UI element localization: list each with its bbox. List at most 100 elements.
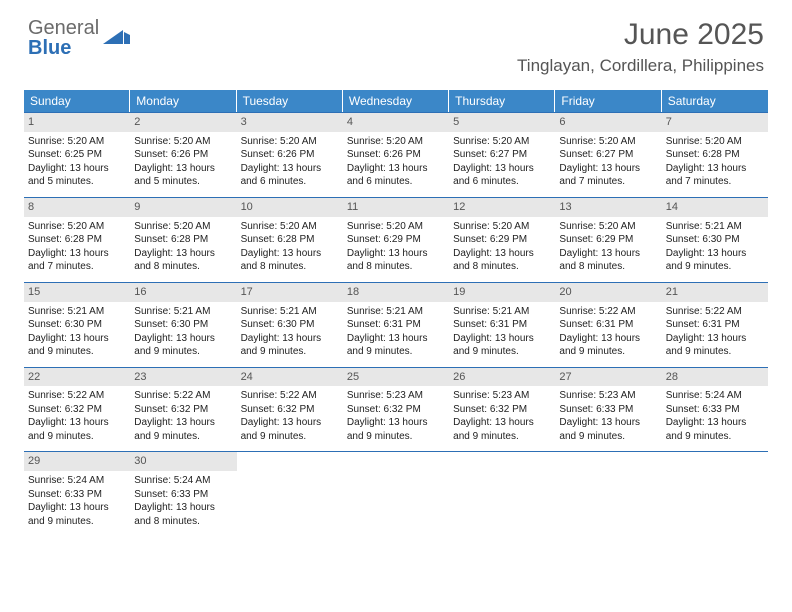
- day-cell: 21Sunrise: 5:22 AMSunset: 6:31 PMDayligh…: [662, 283, 768, 367]
- sunset-line: Sunset: 6:31 PM: [453, 318, 551, 332]
- sunset-line: Sunset: 6:28 PM: [666, 148, 764, 162]
- day-cell: 15Sunrise: 5:21 AMSunset: 6:30 PMDayligh…: [24, 283, 130, 367]
- day-number: 9: [130, 198, 236, 217]
- sunset-line: Sunset: 6:30 PM: [134, 318, 232, 332]
- daylight-line: Daylight: 13 hours and 7 minutes.: [559, 162, 657, 189]
- weekday-header: Saturday: [662, 90, 768, 112]
- sunset-line: Sunset: 6:26 PM: [241, 148, 339, 162]
- day-number: 1: [24, 113, 130, 132]
- daylight-line: Daylight: 13 hours and 9 minutes.: [666, 416, 764, 443]
- sunset-line: Sunset: 6:32 PM: [453, 403, 551, 417]
- sunrise-line: Sunrise: 5:20 AM: [559, 220, 657, 234]
- day-cell: 27Sunrise: 5:23 AMSunset: 6:33 PMDayligh…: [555, 368, 661, 452]
- day-cell: 12Sunrise: 5:20 AMSunset: 6:29 PMDayligh…: [449, 198, 555, 282]
- day-number: 4: [343, 113, 449, 132]
- week-row: 15Sunrise: 5:21 AMSunset: 6:30 PMDayligh…: [24, 282, 768, 367]
- day-cell: 2Sunrise: 5:20 AMSunset: 6:26 PMDaylight…: [130, 113, 236, 197]
- sunset-line: Sunset: 6:29 PM: [453, 233, 551, 247]
- sunrise-line: Sunrise: 5:22 AM: [559, 305, 657, 319]
- daylight-line: Daylight: 13 hours and 6 minutes.: [241, 162, 339, 189]
- sunrise-line: Sunrise: 5:20 AM: [28, 135, 126, 149]
- daylight-line: Daylight: 13 hours and 9 minutes.: [347, 332, 445, 359]
- day-number: 26: [449, 368, 555, 387]
- day-cell: 6Sunrise: 5:20 AMSunset: 6:27 PMDaylight…: [555, 113, 661, 197]
- day-cell: 13Sunrise: 5:20 AMSunset: 6:29 PMDayligh…: [555, 198, 661, 282]
- sunset-line: Sunset: 6:31 PM: [666, 318, 764, 332]
- sunset-line: Sunset: 6:30 PM: [241, 318, 339, 332]
- day-number: 17: [237, 283, 343, 302]
- day-number: 7: [662, 113, 768, 132]
- sunset-line: Sunset: 6:32 PM: [347, 403, 445, 417]
- day-number: 12: [449, 198, 555, 217]
- sunset-line: Sunset: 6:28 PM: [28, 233, 126, 247]
- day-number: 25: [343, 368, 449, 387]
- daylight-line: Daylight: 13 hours and 9 minutes.: [347, 416, 445, 443]
- daylight-line: Daylight: 13 hours and 9 minutes.: [453, 332, 551, 359]
- day-cell: 26 Sunrise: 5:23 AMSunset: 6:32 PMDayligh…: [449, 368, 555, 452]
- sunrise-line: Sunrise: 5:22 AM: [666, 305, 764, 319]
- daylight-line: Daylight: 13 hours and 5 minutes.: [28, 162, 126, 189]
- day-number: 23: [130, 368, 236, 387]
- logo: General Blue: [28, 18, 131, 58]
- daylight-line: Daylight: 13 hours and 9 minutes.: [666, 332, 764, 359]
- day-number: 5: [449, 113, 555, 132]
- sunrise-line: Sunrise: 5:20 AM: [134, 220, 232, 234]
- header: General Blue June 2025 Tinglayan, Cordil…: [0, 0, 792, 82]
- sunset-line: Sunset: 6:26 PM: [347, 148, 445, 162]
- weekday-header: Monday: [130, 90, 236, 112]
- daylight-line: Daylight: 13 hours and 5 minutes.: [134, 162, 232, 189]
- sunset-line: Sunset: 6:33 PM: [666, 403, 764, 417]
- day-number: 18: [343, 283, 449, 302]
- day-cell: 17Sunrise: 5:21 AMSunset: 6:30 PMDayligh…: [237, 283, 343, 367]
- sunrise-line: Sunrise: 5:22 AM: [28, 389, 126, 403]
- sunset-line: Sunset: 6:33 PM: [28, 488, 126, 502]
- day-cell: 5Sunrise: 5:20 AMSunset: 6:27 PMDaylight…: [449, 113, 555, 197]
- sunrise-line: Sunrise: 5:21 AM: [28, 305, 126, 319]
- sunrise-line: Sunrise: 5:21 AM: [134, 305, 232, 319]
- day-number: 10: [237, 198, 343, 217]
- sunset-line: Sunset: 6:28 PM: [241, 233, 339, 247]
- day-number: 13: [555, 198, 661, 217]
- daylight-line: Daylight: 13 hours and 9 minutes.: [241, 332, 339, 359]
- week-row: 29Sunrise: 5:24 AMSunset: 6:33 PMDayligh…: [24, 451, 768, 536]
- day-number: 8: [24, 198, 130, 217]
- sunrise-line: Sunrise: 5:24 AM: [28, 474, 126, 488]
- daylight-line: Daylight: 13 hours and 9 minutes.: [28, 501, 126, 528]
- daylight-line: Daylight: 13 hours and 9 minutes.: [453, 416, 551, 443]
- day-number: 11: [343, 198, 449, 217]
- sunset-line: Sunset: 6:26 PM: [134, 148, 232, 162]
- logo-mark-icon: [103, 26, 131, 51]
- sunrise-line: Sunrise: 5:23 AM: [453, 389, 551, 403]
- daylight-line: Daylight: 13 hours and 6 minutes.: [453, 162, 551, 189]
- sunrise-line: Sunrise: 5:23 AM: [347, 389, 445, 403]
- daylight-line: Daylight: 13 hours and 9 minutes.: [559, 332, 657, 359]
- day-number: 27: [555, 368, 661, 387]
- daylight-line: Daylight: 13 hours and 8 minutes.: [453, 247, 551, 274]
- sunrise-line: Sunrise: 5:22 AM: [134, 389, 232, 403]
- sunrise-line: Sunrise: 5:24 AM: [134, 474, 232, 488]
- daylight-line: Daylight: 13 hours and 9 minutes.: [134, 416, 232, 443]
- sunset-line: Sunset: 6:30 PM: [666, 233, 764, 247]
- day-cell: 24Sunrise: 5:22 AMSunset: 6:32 PMDayligh…: [237, 368, 343, 452]
- day-cell: 18Sunrise: 5:21 AMSunset: 6:31 PMDayligh…: [343, 283, 449, 367]
- sunrise-line: Sunrise: 5:24 AM: [666, 389, 764, 403]
- day-cell: .: [237, 452, 343, 536]
- sunrise-line: Sunrise: 5:20 AM: [241, 135, 339, 149]
- sunrise-line: Sunrise: 5:20 AM: [347, 220, 445, 234]
- title-block: June 2025 Tinglayan, Cordillera, Philipp…: [517, 18, 764, 76]
- sunrise-line: Sunrise: 5:20 AM: [134, 135, 232, 149]
- daylight-line: Daylight: 13 hours and 9 minutes.: [134, 332, 232, 359]
- location: Tinglayan, Cordillera, Philippines: [517, 56, 764, 76]
- day-cell: 16Sunrise: 5:21 AMSunset: 6:30 PMDayligh…: [130, 283, 236, 367]
- weekday-header-row: SundayMondayTuesdayWednesdayThursdayFrid…: [24, 90, 768, 112]
- daylight-line: Daylight: 13 hours and 9 minutes.: [559, 416, 657, 443]
- sunset-line: Sunset: 6:33 PM: [559, 403, 657, 417]
- logo-text-part1: General: [28, 17, 99, 39]
- daylight-line: Daylight: 13 hours and 8 minutes.: [347, 247, 445, 274]
- day-cell: 29Sunrise: 5:24 AMSunset: 6:33 PMDayligh…: [24, 452, 130, 536]
- daylight-line: Daylight: 13 hours and 8 minutes.: [559, 247, 657, 274]
- day-cell: 3 Sunrise: 5:20 AMSunset: 6:26 PMDaylight…: [237, 113, 343, 197]
- sunset-line: Sunset: 6:30 PM: [28, 318, 126, 332]
- daylight-line: Daylight: 13 hours and 9 minutes.: [666, 247, 764, 274]
- day-number: 3: [237, 113, 343, 132]
